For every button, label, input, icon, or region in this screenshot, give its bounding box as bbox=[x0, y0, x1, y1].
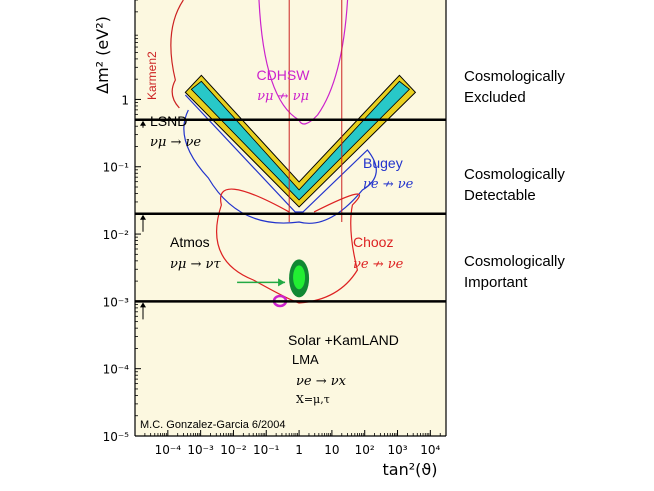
y-tick-label-4: 10⁻⁴ bbox=[103, 363, 130, 377]
label-lma-sub: X=μ,τ bbox=[296, 393, 330, 406]
x-tick-label-5: 10 bbox=[324, 443, 339, 457]
y-tick-label-3: 10⁻³ bbox=[103, 295, 130, 309]
atmos-arrow-head bbox=[278, 278, 286, 287]
contour-layer bbox=[170, 0, 417, 308]
bugey-contour bbox=[183, 94, 377, 224]
region-label-detectable: Cosmologically Detectable bbox=[464, 166, 565, 204]
up-arrow-head-1 bbox=[140, 214, 146, 220]
y-tick-label-2: 10⁻² bbox=[103, 228, 130, 242]
experiment-labels: Karmen2 CDHSW νμ ↛ νμ LSND νμ → νe Bugey νe ↛ … bbox=[140, 51, 414, 431]
x-tick-label-7: 10³ bbox=[387, 443, 407, 457]
label-solar-kamland: Solar +KamLAND bbox=[288, 332, 399, 348]
label-chooz-reaction: νe ↛ νe bbox=[353, 257, 404, 272]
chooz-contour bbox=[215, 188, 361, 304]
up-arrow-head-2 bbox=[140, 302, 146, 308]
x-tick-label-8: 10⁴ bbox=[420, 443, 440, 457]
label-bugey: Bugey bbox=[363, 155, 403, 171]
lsnd-band-inner bbox=[190, 80, 411, 201]
x-axis-title: tan²(ϑ) bbox=[382, 460, 437, 479]
label-cdhsw-reaction: νμ ↛ νμ bbox=[257, 89, 309, 104]
label-chooz: Chooz bbox=[353, 234, 393, 250]
cdhsw-contour bbox=[258, 0, 349, 125]
up-arrow-head-0 bbox=[140, 120, 146, 126]
x-tick-label-3: 10⁻¹ bbox=[253, 443, 280, 457]
y-tick-label-0: 1 bbox=[121, 93, 129, 107]
label-lsnd-reaction: νμ → νe bbox=[150, 135, 201, 150]
plot-background bbox=[135, 0, 446, 436]
atmos-contour-inner bbox=[293, 265, 306, 290]
x-tick-label-0: 10⁻⁴ bbox=[155, 443, 182, 457]
label-karmen2: Karmen2 bbox=[145, 51, 159, 100]
label-lma: LMA bbox=[292, 352, 319, 367]
credit-label: M.C. Gonzalez-Garcia 6/2004 bbox=[140, 419, 286, 431]
region-label-important: Cosmologically Important bbox=[464, 253, 565, 291]
label-cdhsw: CDHSW bbox=[257, 67, 311, 83]
label-bugey-reaction: νe ↛ νe bbox=[363, 177, 414, 192]
label-atmos: Atmos bbox=[170, 234, 210, 250]
label-atmos-reaction: νμ → ντ bbox=[170, 257, 221, 272]
region-label-excluded: Cosmologically Excluded bbox=[464, 68, 565, 106]
x-tick-label-2: 10⁻² bbox=[220, 443, 247, 457]
label-lsnd: LSND bbox=[150, 113, 187, 129]
karmen2-contour bbox=[170, 0, 184, 109]
axes: 10⁻⁴ 10⁻³ 10⁻² 10⁻¹ 1 10 10² 10³ 10⁴ 1 10⁻¹ 10⁻² 10⁻… bbox=[93, 0, 447, 479]
y-tick-label-1: 10⁻¹ bbox=[103, 161, 130, 175]
x-tick-label-1: 10⁻³ bbox=[187, 443, 214, 457]
boundary-lines bbox=[135, 118, 446, 320]
x-tick-label-6: 10² bbox=[355, 443, 375, 457]
label-lma-reaction: νe → νx bbox=[296, 374, 347, 389]
y-axis-title: Δm² (eV²) bbox=[93, 16, 112, 94]
y-tick-label-5: 10⁻⁵ bbox=[103, 430, 130, 444]
x-tick-label-4: 1 bbox=[295, 443, 303, 457]
